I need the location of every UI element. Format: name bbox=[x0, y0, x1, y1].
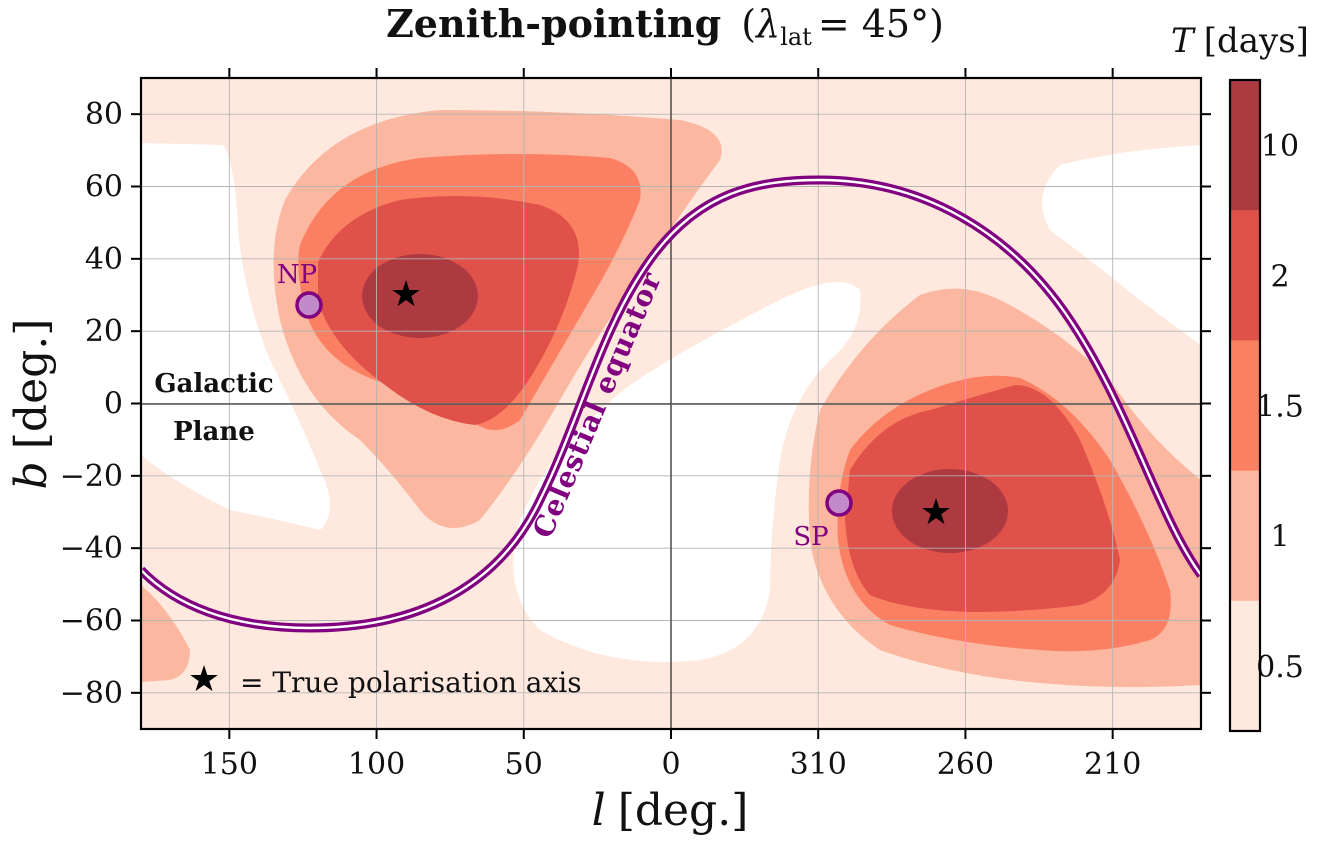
y-tick-label: 60 bbox=[85, 170, 123, 205]
celestial-equator-inner bbox=[141, 178, 1201, 630]
x-tick-label: 310 bbox=[790, 747, 847, 782]
np-marker bbox=[295, 291, 323, 319]
colorbar-segment bbox=[1230, 600, 1260, 732]
x-tick-label: 150 bbox=[201, 747, 258, 782]
colorbar-label: 1 bbox=[1270, 520, 1289, 555]
colorbar: 10 2 1.5 1 0.5 bbox=[1228, 78, 1304, 733]
colorbar-segment bbox=[1230, 340, 1260, 472]
contour-level-10 bbox=[362, 254, 478, 338]
galactic-plane-label-2: Plane bbox=[173, 417, 255, 447]
y-tick-label: 80 bbox=[85, 97, 123, 132]
colorbar-frame bbox=[1228, 78, 1262, 733]
x-axis-symbol: l bbox=[592, 785, 606, 836]
true-axis-star-1: ★ bbox=[390, 274, 422, 315]
y-tick-label: −20 bbox=[60, 459, 123, 494]
contour-level-1 bbox=[141, 585, 190, 682]
y-axis-label: b [deg.] bbox=[6, 319, 57, 490]
contour-white-region bbox=[513, 282, 861, 662]
celestial-equator-curve bbox=[141, 175, 1201, 633]
colorbar-label: 10 bbox=[1261, 129, 1299, 164]
x-tick-label: 100 bbox=[348, 747, 405, 782]
x-tick-label: 50 bbox=[505, 747, 543, 782]
y-axis-symbol: b bbox=[6, 461, 57, 489]
true-axis-star-2: ★ bbox=[920, 492, 952, 533]
y-tick-label: 20 bbox=[85, 314, 123, 349]
y-tick-label: 0 bbox=[104, 387, 123, 422]
colorbar-title-unit: [days] bbox=[1204, 21, 1309, 61]
sp-marker bbox=[825, 489, 853, 517]
colorbar-segment bbox=[1230, 210, 1260, 341]
chart-title-main: Zenith-pointing bbox=[386, 1, 721, 46]
sp-label: SP bbox=[793, 522, 828, 552]
y-axis-unit: [deg.] bbox=[6, 319, 57, 450]
legend-star-icon: ★ bbox=[188, 659, 220, 700]
colorbar-title: T [days] bbox=[1171, 21, 1309, 61]
contour-level-10 bbox=[892, 469, 1008, 553]
chart-title-symbol: λ bbox=[754, 2, 780, 46]
y-tick-label: 40 bbox=[85, 242, 123, 277]
y-tick-label: −60 bbox=[60, 604, 123, 639]
chart-title-paren: ( bbox=[741, 2, 756, 46]
colorbar-label: 0.5 bbox=[1256, 650, 1304, 685]
colorbar-segment bbox=[1230, 470, 1260, 602]
colorbar-segment bbox=[1230, 80, 1260, 211]
x-axis-label: l [deg.] bbox=[592, 785, 749, 836]
y-tick-label: −40 bbox=[60, 531, 123, 566]
colorbar-label: 1.5 bbox=[1256, 390, 1304, 425]
y-tick-label: −80 bbox=[60, 676, 123, 711]
chart-title-value: = 45°) bbox=[818, 2, 944, 46]
colorbar-title-symbol: T bbox=[1171, 21, 1196, 61]
contour-white-region bbox=[1042, 145, 1201, 345]
x-tick-label: 210 bbox=[1084, 747, 1141, 782]
galactic-plane-label-1: Galactic bbox=[154, 369, 273, 399]
x-axis-unit: [deg.] bbox=[618, 785, 749, 836]
contour-white-region bbox=[141, 143, 330, 530]
legend-text: = True polarisation axis bbox=[240, 666, 582, 699]
x-ticks: 150 100 50 0 310 260 210 bbox=[201, 68, 1141, 782]
chart-title-subscript: lat bbox=[780, 23, 812, 51]
x-tick-label: 0 bbox=[661, 747, 680, 782]
chart-title: Zenith-pointing (λlat = 45°) bbox=[386, 1, 944, 51]
colorbar-label: 2 bbox=[1270, 259, 1289, 294]
np-label: NP bbox=[277, 260, 317, 290]
x-tick-label: 260 bbox=[937, 747, 994, 782]
y-ticks: 80 60 40 20 0 −20 −40 −60 −80 bbox=[60, 97, 1211, 711]
